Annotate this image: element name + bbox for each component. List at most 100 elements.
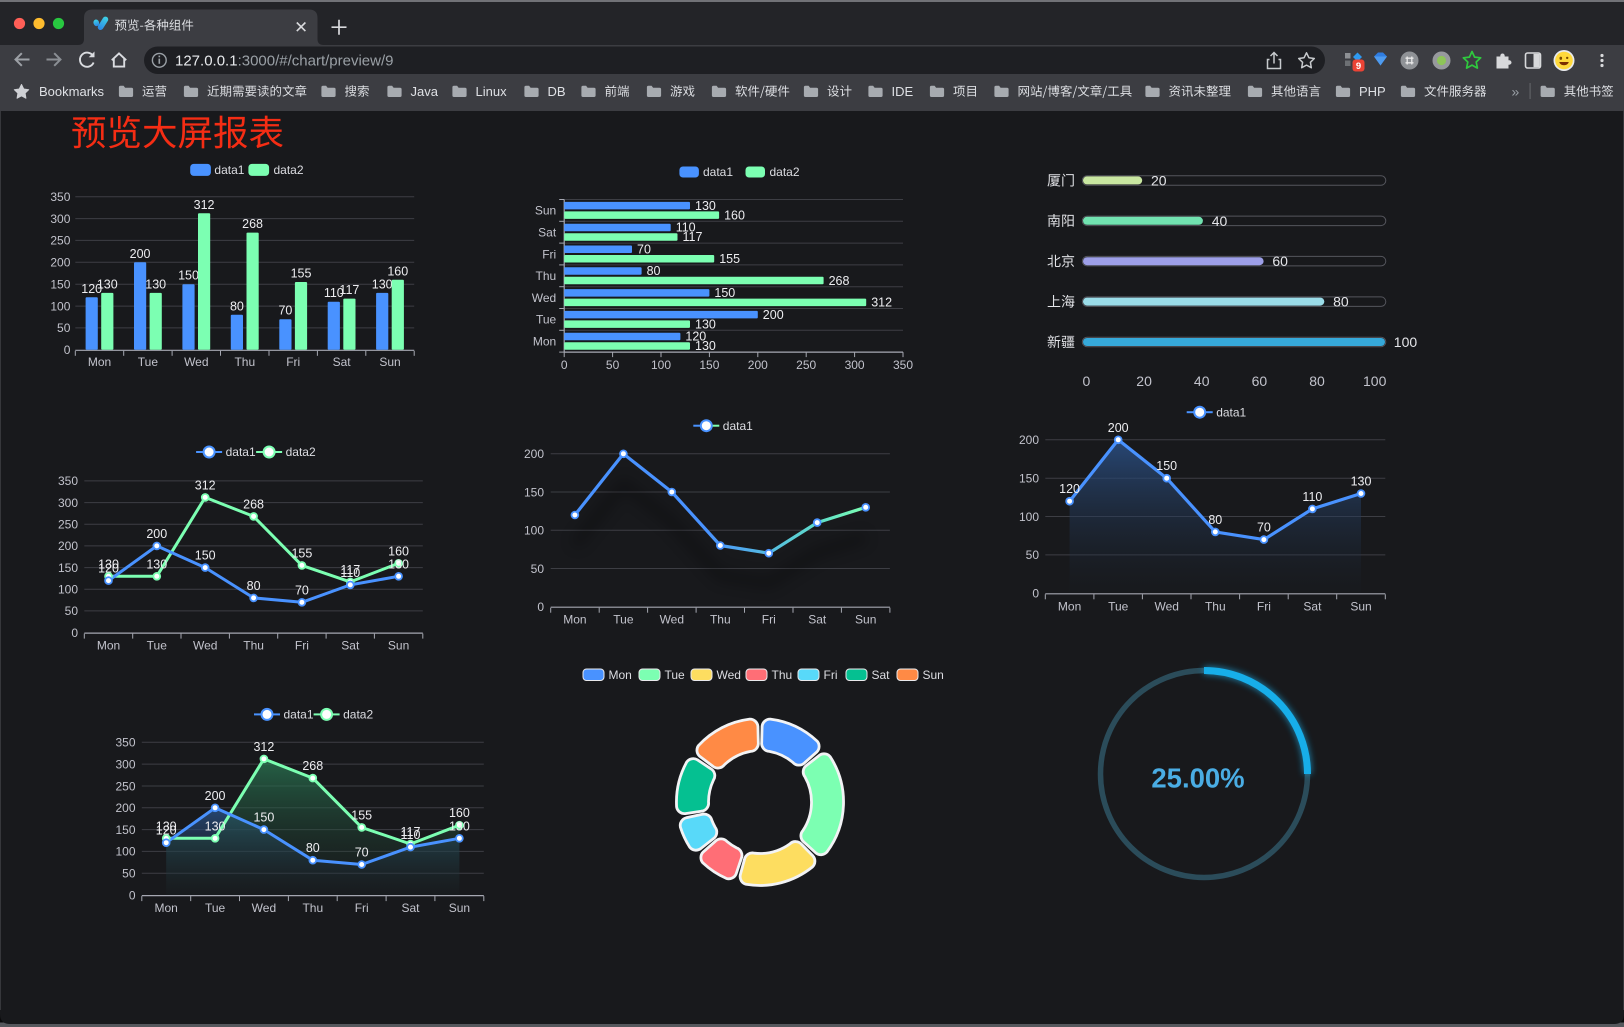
svg-text:120: 120 bbox=[156, 824, 177, 838]
svg-text:130: 130 bbox=[146, 557, 167, 571]
svg-text:40: 40 bbox=[1194, 373, 1210, 389]
svg-text:300: 300 bbox=[845, 358, 865, 372]
svg-text:Wed: Wed bbox=[660, 613, 684, 627]
svg-text:Fri: Fri bbox=[295, 639, 309, 653]
svg-text:Sun: Sun bbox=[535, 204, 556, 218]
svg-text:50: 50 bbox=[531, 562, 545, 576]
svg-text:130: 130 bbox=[695, 317, 716, 331]
svg-text:9: 9 bbox=[1356, 61, 1361, 72]
svg-text:Sun: Sun bbox=[388, 639, 409, 653]
svg-text:155: 155 bbox=[719, 252, 740, 266]
svg-text:250: 250 bbox=[115, 779, 135, 793]
svg-text:120: 120 bbox=[685, 330, 706, 344]
svg-text:Thu: Thu bbox=[536, 269, 557, 283]
svg-text:300: 300 bbox=[58, 496, 78, 510]
svg-text:Java: Java bbox=[411, 84, 439, 99]
svg-text:300: 300 bbox=[50, 212, 70, 226]
svg-text:Sat: Sat bbox=[401, 901, 420, 915]
svg-text:Mon: Mon bbox=[155, 901, 178, 915]
svg-text:268: 268 bbox=[242, 217, 263, 231]
svg-text:110: 110 bbox=[676, 221, 696, 235]
svg-text:0: 0 bbox=[71, 626, 78, 640]
svg-text:200: 200 bbox=[146, 527, 167, 541]
svg-text:100: 100 bbox=[524, 524, 544, 538]
svg-text:Fri: Fri bbox=[1257, 600, 1271, 614]
svg-text:Wed: Wed bbox=[1154, 600, 1178, 614]
svg-text:200: 200 bbox=[748, 358, 768, 372]
svg-text:100: 100 bbox=[115, 845, 135, 859]
svg-text:80: 80 bbox=[1333, 294, 1349, 310]
svg-text:300: 300 bbox=[115, 757, 135, 771]
svg-text:Tue: Tue bbox=[205, 901, 226, 915]
svg-text:117: 117 bbox=[340, 563, 360, 577]
svg-text:150: 150 bbox=[115, 823, 135, 837]
svg-text:Fri: Fri bbox=[286, 355, 300, 369]
svg-text:data2: data2 bbox=[343, 708, 373, 722]
svg-text:350: 350 bbox=[58, 474, 78, 488]
svg-text:data1: data1 bbox=[1216, 405, 1246, 419]
svg-text:312: 312 bbox=[195, 478, 216, 492]
svg-text:100: 100 bbox=[651, 358, 671, 372]
svg-text:Fri: Fri bbox=[542, 247, 556, 261]
svg-text:312: 312 bbox=[194, 198, 215, 212]
svg-text:Wed: Wed bbox=[532, 291, 556, 305]
svg-text:Sun: Sun bbox=[449, 901, 470, 915]
svg-text:Mon: Mon bbox=[609, 668, 632, 682]
svg-text:80: 80 bbox=[230, 299, 244, 313]
svg-text:268: 268 bbox=[302, 759, 323, 773]
svg-text:80: 80 bbox=[1309, 373, 1325, 389]
svg-text:100: 100 bbox=[58, 583, 78, 597]
svg-text:110: 110 bbox=[1302, 490, 1322, 504]
svg-text:0: 0 bbox=[1083, 373, 1091, 389]
svg-text:150: 150 bbox=[699, 358, 719, 372]
svg-text:70: 70 bbox=[278, 304, 292, 318]
svg-text:Mon: Mon bbox=[88, 355, 111, 369]
svg-text:120: 120 bbox=[81, 282, 102, 296]
svg-text:130: 130 bbox=[98, 557, 119, 571]
svg-text:155: 155 bbox=[291, 546, 312, 560]
svg-text:150: 150 bbox=[178, 269, 199, 283]
svg-text:200: 200 bbox=[50, 256, 70, 270]
svg-text:40: 40 bbox=[1212, 213, 1228, 229]
svg-text:130: 130 bbox=[1351, 475, 1372, 489]
svg-text:data2: data2 bbox=[274, 163, 304, 177]
svg-text:data1: data1 bbox=[226, 445, 256, 459]
svg-text:160: 160 bbox=[449, 806, 470, 820]
svg-text:Fri: Fri bbox=[355, 901, 369, 915]
svg-text:120: 120 bbox=[98, 562, 119, 576]
svg-text:Mon: Mon bbox=[1058, 600, 1081, 614]
svg-text:data1: data1 bbox=[214, 163, 244, 177]
svg-text:data1: data1 bbox=[284, 708, 314, 722]
svg-text:0: 0 bbox=[64, 343, 71, 357]
svg-text:Sat: Sat bbox=[1303, 600, 1322, 614]
svg-text:70: 70 bbox=[637, 242, 651, 256]
svg-text:100: 100 bbox=[1363, 373, 1387, 389]
svg-text:80: 80 bbox=[647, 264, 661, 278]
svg-text:150: 150 bbox=[524, 485, 544, 499]
svg-text:20: 20 bbox=[1136, 373, 1152, 389]
svg-text:0: 0 bbox=[129, 888, 136, 902]
svg-text:150: 150 bbox=[714, 286, 735, 300]
svg-text:Fri: Fri bbox=[824, 668, 838, 682]
svg-text:130: 130 bbox=[145, 277, 166, 291]
svg-text:Fri: Fri bbox=[762, 613, 776, 627]
svg-text:200: 200 bbox=[130, 247, 151, 261]
svg-text:200: 200 bbox=[115, 801, 135, 815]
svg-text:70: 70 bbox=[295, 583, 309, 597]
svg-text:20: 20 bbox=[1151, 172, 1167, 188]
svg-text:70: 70 bbox=[355, 846, 369, 860]
svg-text:data2: data2 bbox=[286, 445, 316, 459]
svg-text:117: 117 bbox=[339, 283, 359, 297]
svg-text:110: 110 bbox=[324, 286, 344, 300]
svg-text:Sun: Sun bbox=[379, 355, 400, 369]
svg-text:Sat: Sat bbox=[808, 613, 827, 627]
svg-text:60: 60 bbox=[1272, 253, 1288, 269]
svg-text:0: 0 bbox=[561, 358, 568, 372]
svg-text:117: 117 bbox=[401, 825, 421, 839]
svg-text:Sun: Sun bbox=[855, 613, 876, 627]
svg-text:Wed: Wed bbox=[193, 639, 217, 653]
svg-text:150: 150 bbox=[1019, 472, 1039, 486]
svg-text:155: 155 bbox=[351, 808, 372, 822]
svg-text:80: 80 bbox=[306, 841, 320, 855]
svg-text:Thu: Thu bbox=[1205, 600, 1226, 614]
